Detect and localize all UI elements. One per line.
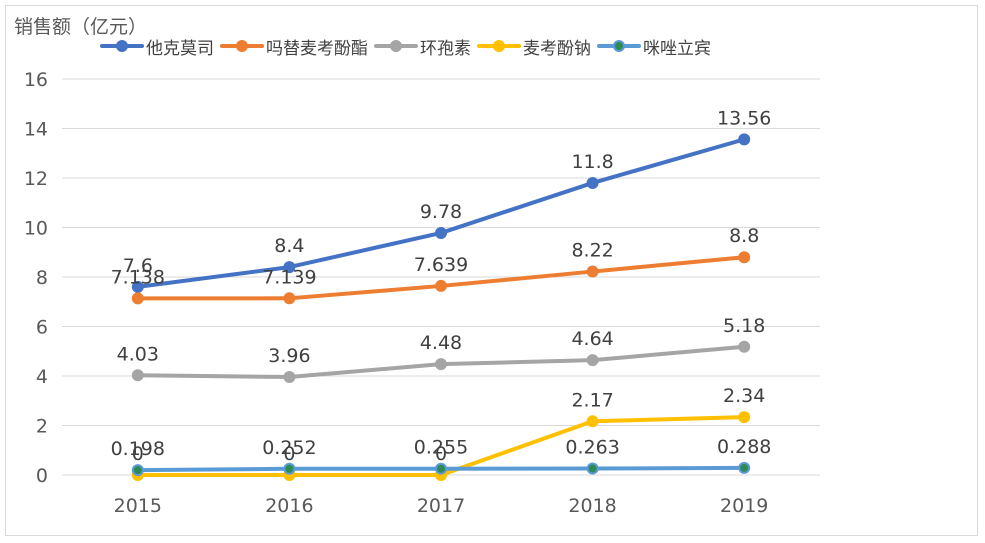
legend-item: 麦考酚钠 — [477, 34, 591, 59]
y-tick-label: 2 — [36, 416, 48, 438]
data-point — [283, 370, 296, 383]
chart-frame — [5, 5, 978, 536]
legend-swatch — [100, 36, 144, 56]
data-label: 8.22 — [571, 240, 613, 262]
legend: 他克莫司 吗替麦考酚酯 环孢素 麦考酚钠 咪唑立宾 — [100, 34, 717, 59]
y-tick-label: 4 — [36, 366, 48, 388]
data-label: 0.255 — [414, 437, 468, 459]
data-label: 0 — [435, 443, 447, 465]
legend-swatch — [220, 36, 264, 56]
data-label: 11.8 — [571, 151, 613, 173]
data-point — [283, 292, 296, 305]
x-tick-label: 2019 — [720, 495, 768, 517]
y-tick-label: 8 — [36, 267, 48, 289]
data-point — [738, 461, 751, 474]
x-tick-label: 2016 — [265, 495, 313, 517]
y-tick-label: 10 — [24, 218, 48, 240]
data-point — [586, 354, 599, 367]
data-point — [586, 176, 599, 189]
y-tick-label: 12 — [24, 168, 48, 190]
data-point — [738, 340, 751, 353]
legend-item: 吗替麦考酚酯 — [220, 34, 368, 59]
y-tick-label: 16 — [24, 69, 48, 91]
legend-label: 他克莫司 — [146, 38, 214, 59]
legend-swatch — [477, 36, 521, 56]
data-point — [283, 261, 296, 274]
data-label: 9.78 — [420, 201, 462, 223]
data-point — [586, 415, 599, 428]
legend-label: 咪唑立宾 — [643, 38, 711, 59]
data-label: 13.56 — [717, 107, 771, 129]
y-tick-label: 0 — [36, 465, 48, 487]
legend-item: 他克莫司 — [100, 34, 214, 59]
data-point — [131, 292, 144, 305]
data-point — [738, 411, 751, 424]
data-label: 8.4 — [274, 235, 304, 257]
data-label: 7.6 — [123, 255, 153, 277]
data-label: 2.34 — [723, 385, 765, 407]
data-point — [131, 280, 144, 293]
data-label: 0.263 — [565, 436, 619, 458]
data-label: 2.17 — [571, 389, 613, 411]
data-point — [586, 462, 599, 475]
data-point — [435, 358, 447, 371]
data-point — [738, 251, 751, 264]
legend-label: 吗替麦考酚酯 — [266, 38, 368, 59]
legend-item: 咪唑立宾 — [597, 34, 711, 59]
data-label: 0.288 — [717, 436, 771, 458]
data-point — [131, 464, 144, 477]
legend-label: 环孢素 — [420, 38, 471, 59]
data-point — [738, 133, 751, 146]
data-label: 4.03 — [117, 343, 159, 365]
data-point — [435, 226, 447, 239]
data-label: 4.48 — [420, 332, 462, 354]
legend-label: 麦考酚钠 — [523, 38, 591, 59]
y-tick-label: 14 — [24, 119, 48, 141]
data-point — [586, 265, 599, 278]
x-tick-label: 2017 — [417, 495, 465, 517]
data-point — [435, 279, 447, 292]
data-label: 4.64 — [571, 328, 613, 350]
data-label: 0 — [283, 443, 295, 465]
y-tick-label: 6 — [36, 317, 48, 339]
data-point — [283, 462, 296, 475]
data-label: 7.639 — [414, 254, 468, 276]
data-label: 0 — [132, 443, 144, 465]
data-label: 8.8 — [729, 225, 759, 247]
y-axis-title: 销售额（亿元） — [14, 16, 148, 38]
x-tick-label: 2018 — [568, 495, 616, 517]
data-point — [131, 369, 144, 382]
data-label: 7.139 — [262, 266, 316, 288]
legend-swatch — [374, 36, 418, 56]
data-label: 5.18 — [723, 315, 765, 337]
legend-swatch — [597, 36, 641, 56]
data-label: 3.96 — [268, 345, 310, 367]
x-tick-label: 2015 — [114, 495, 162, 517]
data-label: 7.138 — [111, 266, 165, 288]
data-label: 0.252 — [262, 437, 316, 459]
legend-item: 环孢素 — [374, 34, 471, 59]
data-point — [435, 462, 447, 475]
data-label: 0.198 — [111, 438, 165, 460]
